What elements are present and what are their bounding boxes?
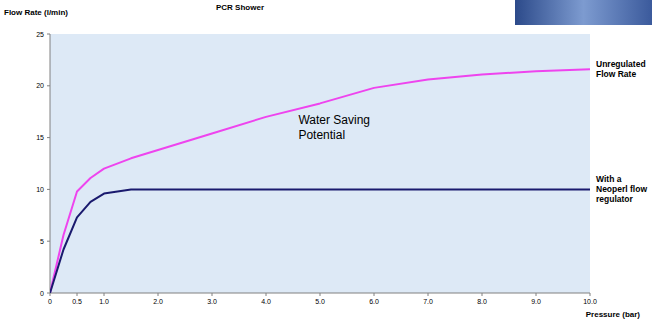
x-tick [77,293,78,296]
series-line [50,69,590,293]
y-tick [47,34,50,35]
series-label-line: Unregulated [596,59,646,69]
series-label: UnregulatedFlow Rate [596,59,646,79]
y-tick-label: 25 [36,31,44,38]
y-tick [47,85,50,86]
x-tick-label: 1.0 [99,298,109,305]
x-tick [482,293,483,296]
y-axis [50,34,51,293]
y-tick [47,189,50,190]
x-tick-label: 3.0 [207,298,217,305]
x-tick-label: 5.0 [315,298,325,305]
series-line [50,189,590,293]
x-tick [104,293,105,296]
y-tick-label: 0 [40,290,44,297]
x-axis-label: Pressure (bar) [586,310,641,319]
title: PCR Shower [216,3,264,12]
x-tick-label: 9.0 [531,298,541,305]
x-tick [50,293,51,296]
x-tick [374,293,375,296]
x-tick [536,293,537,296]
series-label-line: Flow Rate [596,69,636,79]
y-axis-label: Flow Rate (l/min) [4,8,68,17]
y-tick-label: 5 [40,238,44,245]
series-group [50,69,590,293]
x-tick-label: 6.0 [369,298,379,305]
annotation-line: Potential [298,128,345,142]
x-tick-label: 0 [48,298,52,305]
y-tick-label: 15 [36,134,44,141]
photo [515,0,652,25]
x-tick [266,293,267,296]
y-tick [47,241,50,242]
annotation-line: Water Saving [298,113,370,127]
x-tick [428,293,429,296]
annotation: Water SavingPotential [298,113,370,142]
y-tick-label: 20 [36,82,44,89]
x-tick-label: 0.5 [72,298,82,305]
series-label-line: regulator [596,194,634,204]
x-tick-label: 10.0 [583,298,597,305]
plot-background [50,34,590,293]
y-tick [47,137,50,138]
y-tick-label: 10 [36,186,44,193]
series-label-line: Neoperl flow [596,184,647,194]
x-tick [590,293,591,296]
x-tick [320,293,321,296]
x-tick [158,293,159,296]
x-tick-label: 7.0 [423,298,433,305]
x-tick-label: 8.0 [477,298,487,305]
x-tick-label: 2.0 [153,298,163,305]
series-label: With aNeoperl flowregulator [596,174,647,204]
x-tick-label: 4.0 [261,298,271,305]
series-label-line: With a [596,174,622,184]
x-tick [212,293,213,296]
